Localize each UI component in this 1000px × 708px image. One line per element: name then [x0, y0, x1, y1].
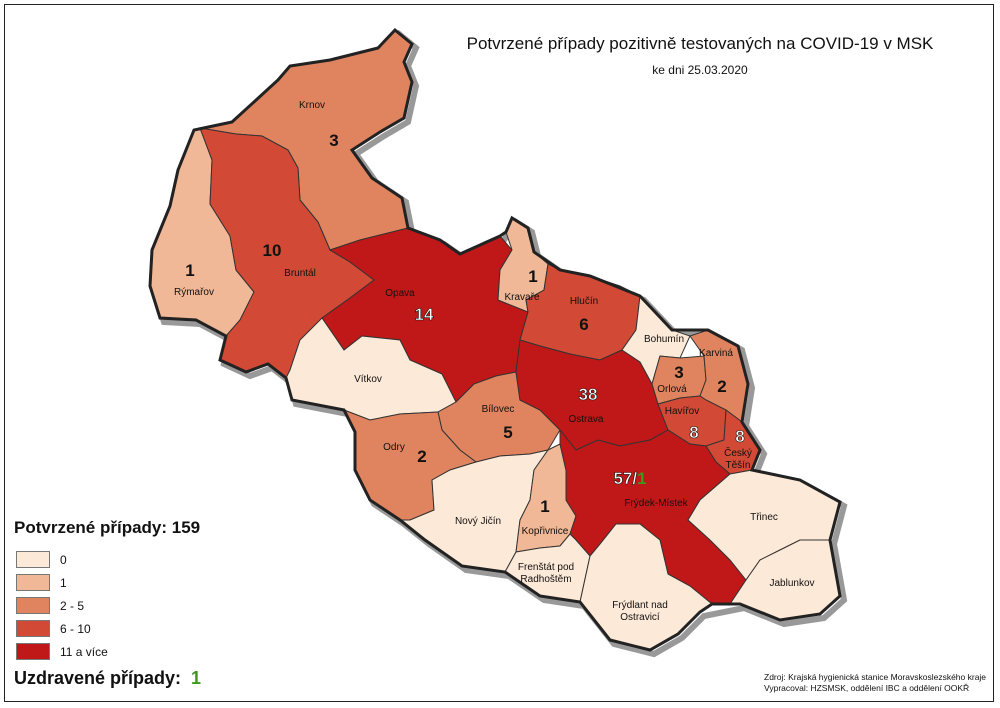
label-cesky-tesin-1: Český — [724, 446, 752, 459]
label-frydlant-1: Frýdlant nad — [612, 600, 668, 611]
recovered-summary: Uzdravené případy: 1 — [14, 668, 201, 689]
count-frydek-mistek: 57/1 — [613, 469, 646, 488]
label-orlova: Orlová — [657, 384, 687, 395]
legend: 0 1 2 - 5 6 - 10 11 a více — [16, 548, 108, 663]
count-bilovec: 5 — [503, 423, 512, 442]
legend-item: 0 — [16, 548, 108, 571]
count-frydek-mistek-recovered: 1 — [637, 469, 646, 488]
legend-label: 0 — [60, 552, 67, 567]
label-frenstat-2: Radhoštěm — [520, 574, 571, 585]
legend-label: 2 - 5 — [60, 598, 85, 613]
count-frydek-mistek-confirmed: 57/ — [613, 469, 637, 488]
label-havirov: Havířov — [665, 406, 699, 417]
label-ostrava: Ostrava — [568, 414, 603, 425]
count-ostrava: 38 — [579, 385, 598, 404]
count-kravare: 1 — [528, 267, 537, 286]
legend-item: 2 - 5 — [16, 594, 108, 617]
count-cesky-tesin: 8 — [735, 427, 744, 446]
recovered-label: Uzdravené případy: — [14, 668, 182, 688]
legend-swatch — [16, 551, 50, 568]
count-karvina: 2 — [717, 377, 726, 396]
label-odry: Odry — [383, 442, 405, 453]
label-rymarov: Rýmařov — [174, 287, 214, 298]
label-bilovec: Bílovec — [482, 404, 515, 415]
legend-label: 11 a více — [60, 644, 108, 659]
count-odry: 2 — [417, 447, 426, 466]
map-frame — [4, 4, 994, 702]
count-krnov: 3 — [329, 131, 338, 150]
label-karvina: Karviná — [699, 348, 733, 359]
legend-label: 6 - 10 — [60, 621, 91, 636]
map-subtitle: ke dni 25.03.2020 — [652, 63, 748, 77]
label-cesky-tesin-2: Těšín — [725, 460, 750, 471]
legend-item: 6 - 10 — [16, 617, 108, 640]
count-rymarov: 1 — [185, 261, 194, 280]
legend-swatch — [16, 597, 50, 614]
label-opava: Opava — [385, 288, 415, 299]
label-bruntal: Bruntál — [284, 268, 316, 279]
count-havirov: 8 — [689, 423, 698, 442]
label-kravare: Kravaře — [504, 292, 539, 303]
count-koprivnice: 1 — [540, 497, 549, 516]
case-counts: 3 1 10 14 1 6 5 38 3 2 8 8 2 1 57/1 — [185, 131, 745, 516]
label-koprivnice: Kopřivnice — [522, 526, 569, 537]
source-note: Zdroj: Krajská hygienická stanice Moravs… — [764, 672, 986, 694]
label-krnov: Krnov — [299, 100, 325, 111]
count-bruntal: 10 — [263, 241, 282, 260]
legend-swatch — [16, 643, 50, 660]
label-hlucin: Hlučín — [570, 296, 598, 307]
source-line: Zdroj: Krajská hygienická stanice Moravs… — [764, 672, 987, 682]
legend-swatch — [16, 574, 50, 591]
legend-label: 1 — [60, 575, 67, 590]
source-line: Vypracoval: HZSMSK, oddělení IBC a odděl… — [764, 683, 970, 693]
recovered-value: 1 — [191, 668, 202, 688]
legend-title: Potvrzené případy: 159 — [14, 518, 201, 537]
legend-item: 1 — [16, 571, 108, 594]
count-orlova: 3 — [674, 363, 683, 382]
label-frenstat-1: Frenštát pod — [518, 562, 574, 573]
label-jablunkov: Jablunkov — [769, 578, 814, 589]
count-hlucin: 6 — [579, 315, 588, 334]
legend-swatch — [16, 620, 50, 637]
label-frydek-mistek: Frýdek-Místek — [624, 498, 688, 509]
map-title: Potvrzené případy pozitivně testovaných … — [466, 34, 934, 53]
region-outline — [148, 27, 842, 652]
district-labels: Krnov Rýmařov Bruntál Opava Kravaře Hluč… — [174, 100, 815, 623]
label-bohumin: Bohumín — [644, 334, 684, 345]
label-novy-jicin: Nový Jičín — [455, 516, 501, 527]
label-frydlant-2: Ostravicí — [620, 612, 660, 623]
label-trinec: Třinec — [750, 512, 778, 523]
count-opava: 14 — [415, 305, 434, 324]
legend-item: 11 a více — [16, 640, 108, 663]
label-vitkov: Vítkov — [354, 374, 382, 385]
